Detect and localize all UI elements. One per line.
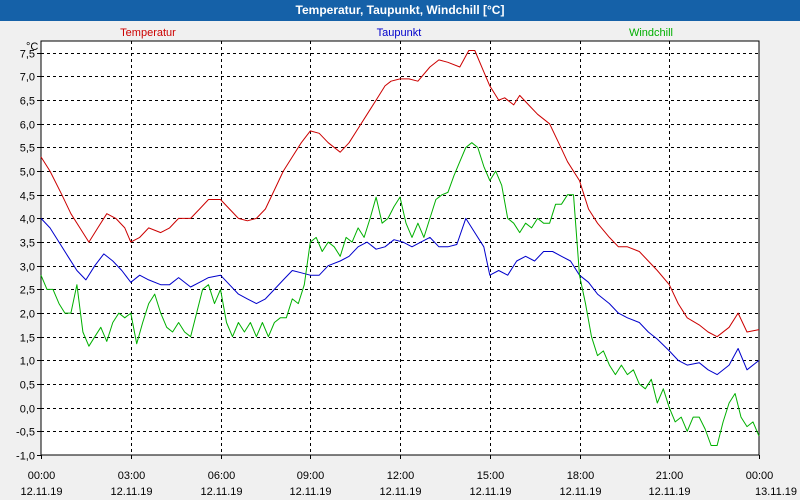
x-axis: 00:00 12.11.19 03:00 12.11.19 06:00 12.11.19 0… <box>20 455 797 498</box>
y-tick-label: 1,0 <box>20 356 35 368</box>
y-tick-label: 0,5 <box>20 380 35 392</box>
y-tick-label: -1,0 <box>16 451 35 463</box>
y-tick-label: 1,5 <box>20 333 35 345</box>
y-tick-label: 4,5 <box>20 191 35 203</box>
x-tick-date-label: 12.11.19 <box>648 486 690 498</box>
y-tick-label: 3,0 <box>20 262 35 274</box>
x-tick-time-label: 12:00 <box>387 470 415 482</box>
x-tick-time-label: 15:00 <box>477 470 505 482</box>
x-tick-time-label: 21:00 <box>656 470 684 482</box>
y-tick-label: 7,0 <box>20 72 35 84</box>
legend-taupunkt: Taupunkt <box>377 27 422 39</box>
grid-lines <box>41 41 759 455</box>
x-tick-date-label: 12.11.19 <box>379 486 421 498</box>
x-tick-date-label: 12.11.19 <box>200 486 242 498</box>
x-tick-time-label: 00:00 <box>28 470 56 482</box>
series-line-taupunkt <box>40 217 760 376</box>
data-series <box>40 50 760 446</box>
y-tick-label: 7,5 <box>20 49 35 61</box>
y-tick-label: 6,0 <box>20 120 35 132</box>
x-tick-date-label: 12.11.19 <box>110 486 152 498</box>
x-tick-time-label: 03:00 <box>118 470 146 482</box>
line-chart: -1,0 -0,5 0,0 0,5 1,0 1,5 2,0 2,5 3,0 3,5 4,0 4,5 5,… <box>16 27 797 498</box>
x-tick-date-label: 13.11.19 <box>755 486 797 498</box>
y-axis-unit-label: °C <box>26 41 38 53</box>
x-tick-date-label: 12.11.19 <box>20 486 62 498</box>
legend-windchill: Windchill <box>629 27 673 39</box>
y-tick-label: 2,5 <box>20 285 35 297</box>
y-tick-label: 6,5 <box>20 96 35 108</box>
y-tick-label: 4,0 <box>20 214 35 226</box>
x-tick-time-label: 09:00 <box>297 470 325 482</box>
y-tick-label: -0,5 <box>16 427 35 439</box>
y-tick-label: 3,5 <box>20 238 35 250</box>
series-line-windchill <box>40 142 760 446</box>
x-tick-time-label: 06:00 <box>208 470 236 482</box>
chart-title-bar: Temperatur, Taupunkt, Windchill [°C] <box>0 0 800 21</box>
x-tick-date-label: 12.11.19 <box>289 486 331 498</box>
y-tick-label: 2,0 <box>20 309 35 321</box>
legend-temperatur: Temperatur <box>120 27 176 39</box>
y-tick-label: 5,0 <box>20 167 35 179</box>
x-tick-time-label: 00:00 <box>746 470 774 482</box>
series-line-temperatur <box>40 50 760 338</box>
y-tick-label: 0,0 <box>20 404 35 416</box>
y-axis: -1,0 -0,5 0,0 0,5 1,0 1,5 2,0 2,5 3,0 3,5 4,0 4,5 5,… <box>16 41 41 463</box>
x-tick-time-label: 18:00 <box>567 470 595 482</box>
legend: Temperatur Taupunkt Windchill <box>120 27 673 39</box>
y-tick-label: 5,5 <box>20 143 35 155</box>
x-tick-date-label: 12.11.19 <box>469 486 511 498</box>
x-tick-date-label: 12.11.19 <box>559 486 601 498</box>
